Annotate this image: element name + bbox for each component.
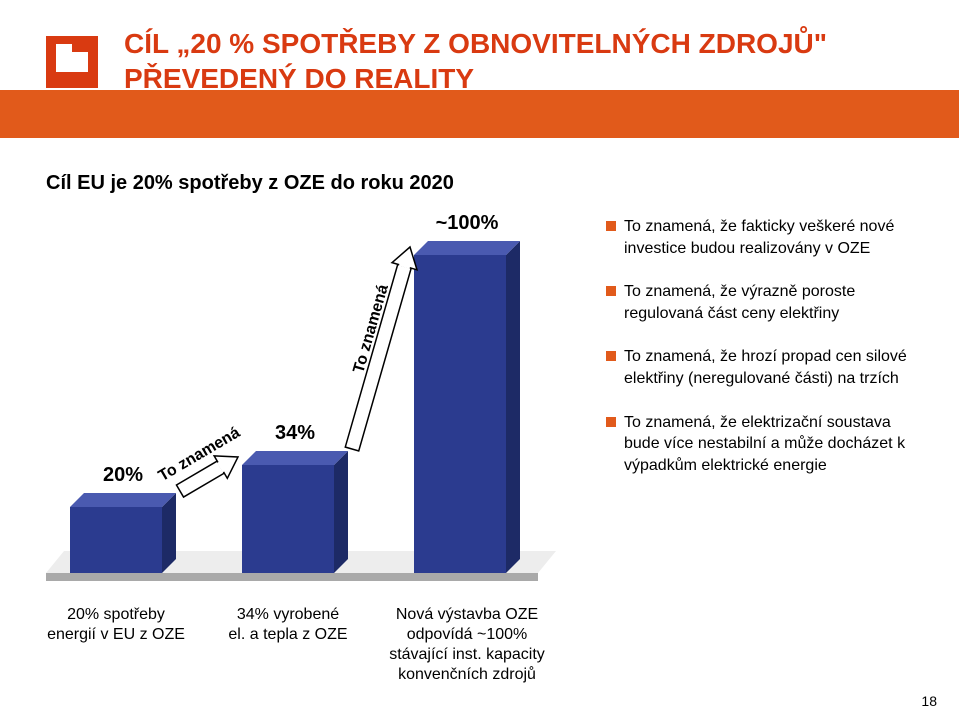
bullet-item: To znamená, že výrazně poroste regulovan… <box>606 281 926 324</box>
bar-chart: 20% 34% ~100% To znamená To znamená <box>46 235 556 595</box>
bar-caption-1: 20% spotřebyenergií v EU z OZE <box>36 605 196 645</box>
page-title: CÍL „20 % SPOTŘEBY Z OBNOVITELNÝCH ZDROJ… <box>124 26 827 96</box>
bar-label-3: ~100% <box>414 212 520 235</box>
bullet-item: To znamená, že fakticky veškeré nové inv… <box>606 216 926 259</box>
bar-caption-2: 34% vyrobenéel. a tepla z OZE <box>208 605 368 645</box>
bar-label-2: 34% <box>242 422 348 445</box>
bullet-panel: To znamená, že fakticky veškeré nové inv… <box>606 216 926 498</box>
title-area: CÍL „20 % SPOTŘEBY Z OBNOVITELNÝCH ZDROJ… <box>0 18 959 118</box>
bullet-item: To znamená, že elektrizační soustava bud… <box>606 412 926 477</box>
subtitle: Cíl EU je 20% spotřeby z OZE do roku 202… <box>46 172 454 195</box>
bar-caption-3: Nová výstavba OZEodpovídá ~100%stávající… <box>367 605 567 685</box>
arrow-2 <box>338 243 425 453</box>
page-number: 18 <box>921 693 937 709</box>
bullet-item: To znamená, že hrozí propad cen silové e… <box>606 346 926 389</box>
